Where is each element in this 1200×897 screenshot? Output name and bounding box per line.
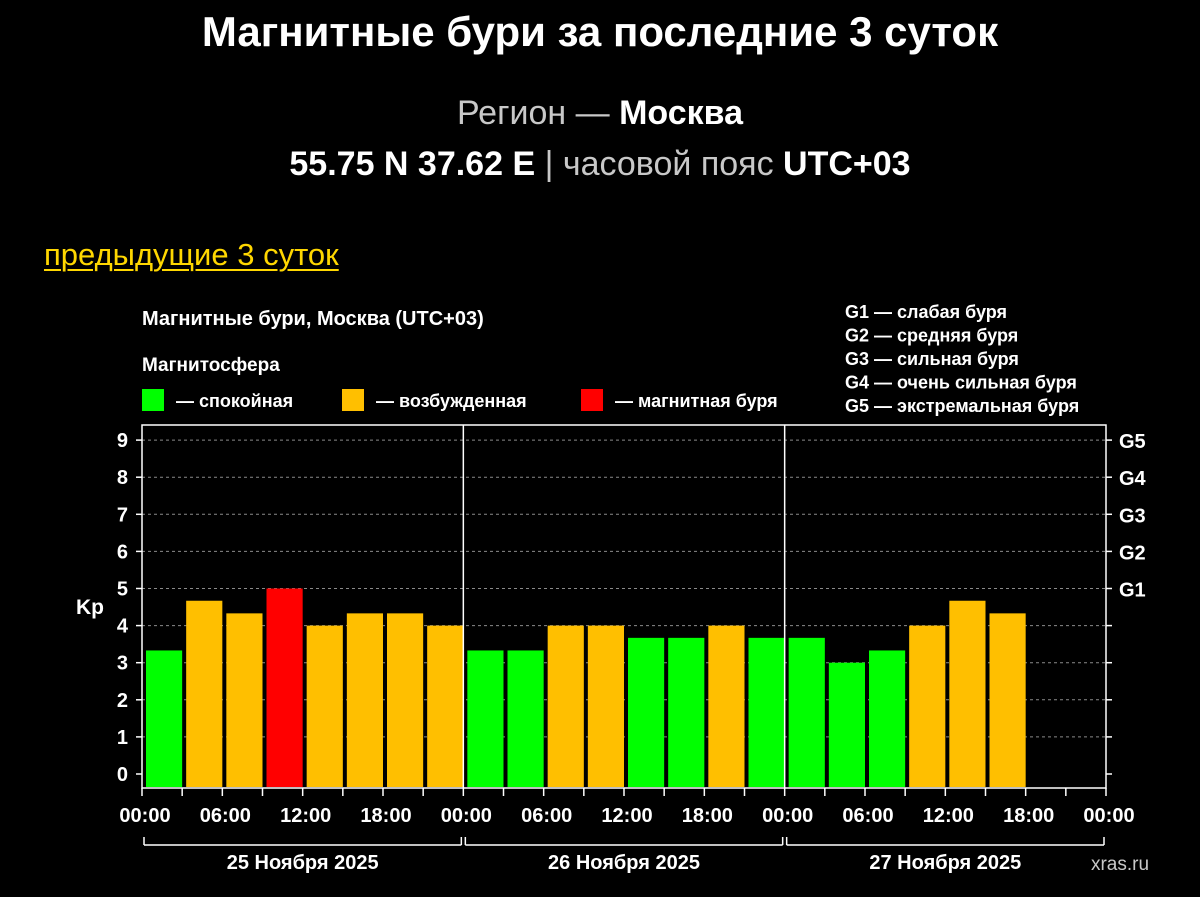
- bar: [989, 613, 1026, 787]
- bar: [427, 625, 464, 787]
- coordinates: 55.75 N 37.62 E: [289, 145, 536, 183]
- x-tick-label: 12:00: [280, 805, 331, 827]
- y-tick-label: 4: [117, 616, 129, 638]
- x-tick-label: 18:00: [1003, 805, 1054, 827]
- region-label: Регион —: [456, 94, 610, 132]
- day-label: 27 Ноября 2025: [869, 852, 1021, 874]
- storm-scale-item: G1 — слабая буря: [845, 302, 1007, 322]
- x-tick-label: 12:00: [923, 805, 974, 827]
- legend-title: Магнитосфера: [142, 355, 280, 376]
- legend-swatch: [342, 389, 364, 411]
- bar: [186, 600, 223, 787]
- axes: 0 1 2 3 4 5 6 7 8 9 G1 G2 G3 G4 G5 00:00 06:00 12:00 18:00…: [117, 424, 1147, 874]
- storm-scale-item: G4 — очень сильная буря: [845, 373, 1077, 393]
- x-tick-label: 00:00: [1083, 805, 1134, 827]
- timezone-value: UTC+03: [783, 145, 911, 183]
- x-tick-label: 12:00: [601, 805, 652, 827]
- y-tick-label: 8: [117, 467, 128, 489]
- bar: [507, 650, 544, 787]
- bar: [306, 625, 343, 787]
- bar: [949, 600, 986, 787]
- y-axis-label: Kp: [76, 596, 104, 619]
- legend-label: — магнитная буря: [615, 391, 778, 411]
- legend-swatch: [581, 389, 603, 411]
- storm-scale-item: G2 — средняя буря: [845, 326, 1018, 346]
- y-tick-label: 5: [117, 579, 128, 601]
- bar: [467, 650, 504, 787]
- x-tick-label: 00:00: [441, 805, 492, 827]
- x-tick-label: 06:00: [200, 805, 251, 827]
- bar: [266, 588, 303, 787]
- g-scale-label: G1: [1119, 580, 1146, 602]
- separator: |: [544, 145, 554, 183]
- bar: [828, 662, 865, 787]
- x-tick-label: 18:00: [682, 805, 733, 827]
- bar: [909, 625, 946, 787]
- bar: [748, 637, 785, 787]
- day-label: 25 Ноября 2025: [227, 852, 379, 874]
- y-tick-label: 7: [117, 504, 128, 526]
- y-tick-label: 3: [117, 653, 128, 675]
- region-name: Москва: [619, 94, 743, 132]
- g-scale-label: G5: [1119, 431, 1146, 453]
- bar: [788, 637, 825, 787]
- bar: [628, 637, 665, 787]
- bar: [547, 625, 584, 787]
- bar: [346, 613, 383, 787]
- legend-label: — возбужденная: [376, 391, 527, 411]
- x-tick-label: 06:00: [521, 805, 572, 827]
- g-scale-label: G3: [1119, 505, 1146, 527]
- bars: [146, 588, 1026, 787]
- g-scale-label: G4: [1119, 468, 1147, 490]
- region-line: Регион — Москва: [0, 92, 1200, 134]
- legend-label: — спокойная: [176, 391, 293, 411]
- bar: [587, 625, 624, 787]
- timezone-label: часовой пояс: [562, 145, 774, 183]
- watermark: xras.ru: [1091, 854, 1149, 875]
- y-tick-label: 6: [117, 541, 128, 563]
- y-tick-label: 0: [117, 764, 128, 786]
- storm-scale-item: G5 — экстремальная буря: [845, 396, 1079, 416]
- bar: [708, 625, 745, 787]
- storm-scale-legend: G1 — слабая буря G2 — средняя буря G3 — си…: [845, 302, 1079, 416]
- x-tick-label: 18:00: [360, 805, 411, 827]
- y-tick-label: 9: [117, 430, 128, 452]
- bar: [226, 613, 263, 787]
- previous-3-days-link[interactable]: предыдущие 3 суток: [44, 237, 339, 272]
- page-title: Магнитные бури за последние 3 суток: [201, 8, 999, 55]
- x-tick-label: 00:00: [762, 805, 813, 827]
- bar: [146, 650, 183, 787]
- legend: — спокойная — возбужденная — магнитная бур…: [142, 389, 778, 411]
- x-tick-label: 00:00: [119, 805, 170, 827]
- y-tick-label: 2: [117, 690, 128, 712]
- chart-title: Магнитные бури, Москва (UTC+03): [142, 308, 484, 330]
- storm-scale-item: G3 — сильная буря: [845, 349, 1019, 369]
- location-line: 55.75 N 37.62 E | часовой пояс UTC+03: [0, 143, 1200, 185]
- g-scale-label: G2: [1119, 542, 1146, 564]
- bar: [387, 613, 424, 787]
- y-tick-label: 1: [117, 727, 128, 749]
- x-tick-label: 06:00: [842, 805, 893, 827]
- legend-swatch: [142, 389, 164, 411]
- day-label: 26 Ноября 2025: [548, 852, 700, 874]
- bar: [869, 650, 906, 787]
- bar: [668, 637, 705, 787]
